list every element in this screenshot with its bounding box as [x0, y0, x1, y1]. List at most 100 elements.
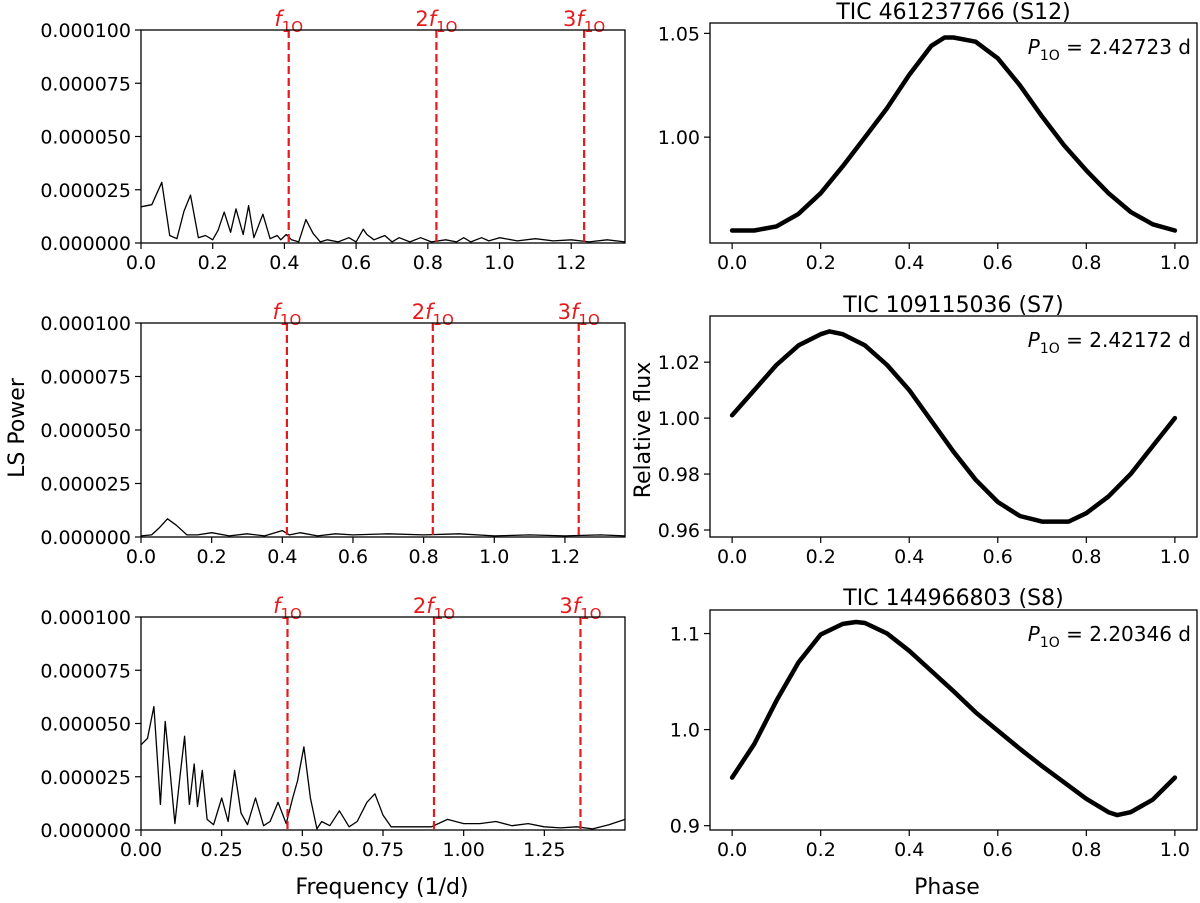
x-tick-label: 0.4: [894, 546, 924, 568]
x-tick-label: 0.6: [983, 546, 1013, 568]
y-tick-label: 0.96: [658, 520, 700, 542]
right-x-axis-label: Phase: [914, 875, 980, 900]
y-tick-label: 1.1: [670, 624, 700, 646]
y-tick-label: 0.000025: [40, 180, 131, 202]
phased-flux-curve: [729, 35, 1178, 233]
x-tick-label: 0.2: [806, 546, 836, 568]
x-tick-label: 0.2: [197, 546, 227, 568]
axes-frame: [709, 22, 1198, 244]
phased-flux-curve: [729, 619, 1178, 818]
period-subscript: 1O: [1040, 341, 1060, 357]
harmonic-subscript: 1O: [281, 605, 302, 623]
x-tick-label: 0.0: [126, 252, 156, 274]
x-tick-label: 0.4: [894, 252, 924, 274]
harmonic-subscript: 1O: [433, 311, 454, 329]
x-tick-label: 0.0: [126, 546, 156, 568]
y-tick-label: 0.000050: [40, 127, 131, 149]
harmonic-multiplier: 2: [413, 594, 426, 618]
panel-title: TIC 461237766 (S12): [835, 0, 1070, 25]
harmonic-symbol: f: [274, 7, 285, 31]
harmonic-subscript: 1O: [578, 311, 599, 329]
harmonic-label: 2f1O: [413, 594, 455, 623]
harmonic-label: f1O: [274, 7, 303, 36]
power-spectrum-line: [140, 518, 626, 537]
panel-title: TIC 144966803 (S8): [842, 586, 1063, 611]
x-tick-label: 0.8: [409, 546, 439, 568]
y-tick-label: 0.000025: [40, 474, 131, 496]
harmonic-subscript: 1O: [584, 18, 605, 36]
period-annotation: P1O = 2.42172 d: [1028, 328, 1191, 357]
y-tick-label: 0.000100: [40, 313, 131, 335]
x-tick-label: 0.6: [983, 839, 1013, 861]
period-value: = 2.42723 d: [1060, 35, 1191, 59]
phased-flux-curve: [729, 329, 1178, 524]
period-symbol: P: [1028, 622, 1041, 646]
y-tick-label: 1.05: [658, 23, 700, 45]
x-tick-label: 1.0: [1160, 546, 1190, 568]
y-tick-label: 0.000100: [40, 20, 131, 42]
x-tick-label: 0.6: [338, 546, 368, 568]
x-tick-label: 0.6: [983, 252, 1013, 274]
period-value: = 2.42172 d: [1060, 328, 1191, 352]
lightcurve-panel-2: 0.0 0.2 0.4 0.6 0.8 1.0 0.96 0.98 1.00 1.02 TIC 10…: [658, 293, 1198, 568]
period-value: = 2.20346 d: [1060, 622, 1191, 646]
x-tick-label: 1.2: [556, 252, 586, 274]
period-subscript: 1O: [1040, 635, 1060, 651]
x-tick-label: 0.0: [717, 839, 747, 861]
harmonic-label: 3f1O: [558, 300, 600, 329]
period-annotation: P1O = 2.42723 d: [1028, 35, 1191, 64]
harmonic-label: 2f1O: [415, 7, 457, 36]
lightcurve-panel-3: 0.0 0.2 0.4 0.6 0.8 1.0 0.9 1.0 1.1 TIC 144966803…: [670, 586, 1198, 861]
harmonic-subscript: 1O: [282, 18, 303, 36]
period-symbol: P: [1028, 328, 1041, 352]
y-tick-label: 0.98: [658, 464, 700, 486]
y-tick-label: 0.000025: [40, 767, 131, 789]
x-tick-label: 0.8: [1071, 839, 1101, 861]
x-tick-label: 0.4: [894, 839, 924, 861]
harmonic-multiplier: 3: [563, 7, 576, 31]
x-tick-label: 0.75: [362, 839, 404, 861]
y-tick-label: 0.000100: [40, 607, 131, 629]
axes-frame: [709, 609, 1198, 831]
x-tick-label: 1.2: [550, 546, 580, 568]
harmonic-label: 3f1O: [559, 594, 601, 623]
left-x-axis-label: Frequency (1/d): [295, 875, 468, 900]
harmonic-symbol: f: [426, 594, 437, 618]
harmonic-multiplier: 2: [415, 7, 428, 31]
y-tick-label: 0.000075: [40, 660, 131, 682]
harmonic-symbol: f: [273, 300, 284, 324]
harmonic-multiplier: 2: [412, 300, 425, 324]
period-annotation: P1O = 2.20346 d: [1028, 622, 1191, 651]
x-tick-label: 0.8: [413, 252, 443, 274]
x-tick-label: 0.8: [1071, 252, 1101, 274]
harmonic-symbol: f: [573, 594, 584, 618]
harmonic-symbol: f: [429, 7, 440, 31]
axes-frame: [140, 616, 626, 831]
x-tick-label: 1.0: [1160, 839, 1190, 861]
x-tick-label: 0.0: [717, 252, 747, 274]
power-spectrum-line: [140, 705, 626, 830]
x-tick-label: 1.0: [484, 252, 514, 274]
power-spectrum-line: [140, 181, 626, 243]
x-tick-label: 0.0: [717, 546, 747, 568]
harmonic-symbol: f: [571, 300, 582, 324]
y-tick-label: 0.000075: [40, 73, 131, 95]
axes-frame: [709, 315, 1198, 538]
x-tick-label: 0.50: [281, 839, 323, 861]
harmonic-subscript: 1O: [280, 311, 301, 329]
right-y-axis-label: Relative flux: [631, 362, 656, 499]
y-tick-label: 0.9: [670, 816, 700, 838]
y-tick-label: 1.00: [658, 127, 700, 149]
x-tick-label: 0.4: [269, 252, 299, 274]
y-tick-label: 1.02: [658, 352, 700, 374]
x-tick-label: 0.2: [806, 839, 836, 861]
harmonic-label: 2f1O: [412, 300, 454, 329]
harmonic-multiplier: 3: [558, 300, 571, 324]
x-tick-label: 0.4: [267, 546, 297, 568]
harmonic-label: 3f1O: [563, 7, 605, 36]
x-tick-label: 1.25: [523, 839, 565, 861]
y-tick-label: 0.000000: [40, 527, 131, 549]
